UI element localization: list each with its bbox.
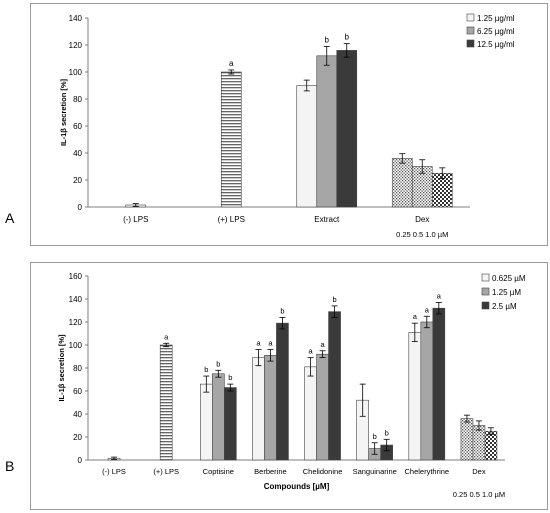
bar <box>460 418 474 461</box>
legend-label: 2.5 µM <box>492 302 517 311</box>
bar <box>336 50 358 208</box>
bar <box>316 55 338 208</box>
panel-label-b: B <box>5 458 15 474</box>
dex-concentration-note: 0.25 0.5 1.0 µM <box>453 490 505 499</box>
bar <box>159 344 173 461</box>
bar <box>296 85 318 208</box>
y-tick-label: 100 <box>69 341 83 350</box>
significance-letter: a <box>437 291 442 300</box>
bar <box>252 357 265 461</box>
bar <box>264 355 277 461</box>
legend-swatch <box>481 273 490 282</box>
significance-letter: b <box>204 365 208 374</box>
chart-panel-a <box>30 3 548 246</box>
category-label: (-) LPS <box>102 467 126 476</box>
bar <box>420 321 434 461</box>
significance-letter: b <box>332 295 336 304</box>
category-label: Coptisine <box>203 467 234 476</box>
bar <box>328 311 341 461</box>
y-tick-label: 140 <box>69 295 83 304</box>
legend-swatch <box>466 26 475 35</box>
y-tick-label: 160 <box>69 272 83 281</box>
y-tick-label: 0 <box>78 203 83 212</box>
y-tick-label: 60 <box>73 122 82 131</box>
significance-letter: b <box>280 306 284 315</box>
significance-letter: b <box>345 33 350 42</box>
y-tick-label: 80 <box>73 364 82 373</box>
category-label: (+) LPS <box>218 215 245 224</box>
bar <box>304 366 317 461</box>
category-label: Extract <box>314 215 340 224</box>
x-axis-label: Compounds [µM] <box>264 482 330 491</box>
bar <box>484 430 498 461</box>
legend-label: 1.25 µM <box>492 288 521 297</box>
significance-letter: b <box>385 428 389 437</box>
legend-swatch <box>466 39 475 48</box>
significance-letter: a <box>256 339 261 348</box>
y-tick-label: 120 <box>69 41 83 50</box>
bar <box>224 387 237 461</box>
significance-letter: b <box>216 359 220 368</box>
chart-b: 0 20 40 60 80 100 120 140 160 IL-1β secretion [%]… <box>57 272 526 499</box>
y-tick-label: 40 <box>73 149 82 158</box>
legend-label: 6.25 µg/ml <box>477 27 515 36</box>
category-label: Chelerythrine <box>405 467 450 476</box>
bar <box>276 322 289 461</box>
bar <box>212 373 225 461</box>
bar <box>408 332 422 461</box>
y-tick-label: 20 <box>73 433 82 442</box>
category-label: Chelidonine <box>303 467 343 476</box>
significance-letter: b <box>325 35 330 44</box>
y-tick-label: 20 <box>73 176 82 185</box>
category-label: Berberine <box>254 467 287 476</box>
legend-label: 1.25 µg/ml <box>477 14 515 23</box>
bar <box>200 383 213 461</box>
significance-letter: a <box>308 347 313 356</box>
significance-letter: a <box>425 305 430 314</box>
legend-swatch <box>481 301 490 310</box>
bar <box>220 71 242 208</box>
y-axis-label: IL-1β secretion [%] <box>57 334 66 402</box>
y-tick-label: 60 <box>73 387 82 396</box>
bar <box>472 425 486 461</box>
panel-label-a: A <box>5 210 15 226</box>
legend-swatch <box>466 13 475 22</box>
y-tick-label: 80 <box>73 95 82 104</box>
significance-letter: a <box>164 332 169 341</box>
significance-letter: a <box>320 340 325 349</box>
category-label: Dex <box>415 215 429 224</box>
legend-swatch <box>481 287 490 296</box>
significance-letter: a <box>268 339 273 348</box>
bar <box>316 353 329 461</box>
category-label: Dex <box>472 467 486 476</box>
y-tick-label: 140 <box>69 14 83 23</box>
category-label: (-) LPS <box>123 215 148 224</box>
significance-letter: b <box>228 373 232 382</box>
legend-label: 0.625 µM <box>492 274 526 283</box>
bar <box>432 307 446 461</box>
category-label: Sanguinarine <box>353 467 397 476</box>
dex-concentration-note: 0.25 0.5 1.0 µM <box>396 230 448 239</box>
significance-letter: a <box>413 312 418 321</box>
significance-letter: b <box>373 432 377 441</box>
category-label: (+) LPS <box>153 467 179 476</box>
legend-label: 12.5 µg/ml <box>477 40 515 49</box>
significance-letter: a <box>229 59 234 68</box>
y-tick-label: 120 <box>69 318 83 327</box>
chart-a: 0 20 40 60 80 100 120 140 IL-1β secretion [%] (-)… <box>59 13 515 239</box>
y-axis-label: IL-1β secretion [%] <box>59 78 68 146</box>
y-tick-label: 0 <box>78 456 83 465</box>
chart-panel-b <box>30 262 548 510</box>
y-tick-label: 100 <box>69 68 83 77</box>
y-tick-label: 40 <box>73 410 82 419</box>
bar <box>391 158 413 208</box>
